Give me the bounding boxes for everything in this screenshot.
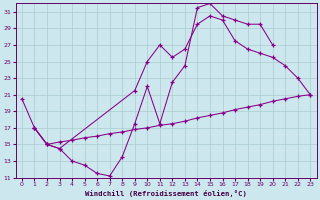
X-axis label: Windchill (Refroidissement éolien,°C): Windchill (Refroidissement éolien,°C): [85, 190, 247, 197]
